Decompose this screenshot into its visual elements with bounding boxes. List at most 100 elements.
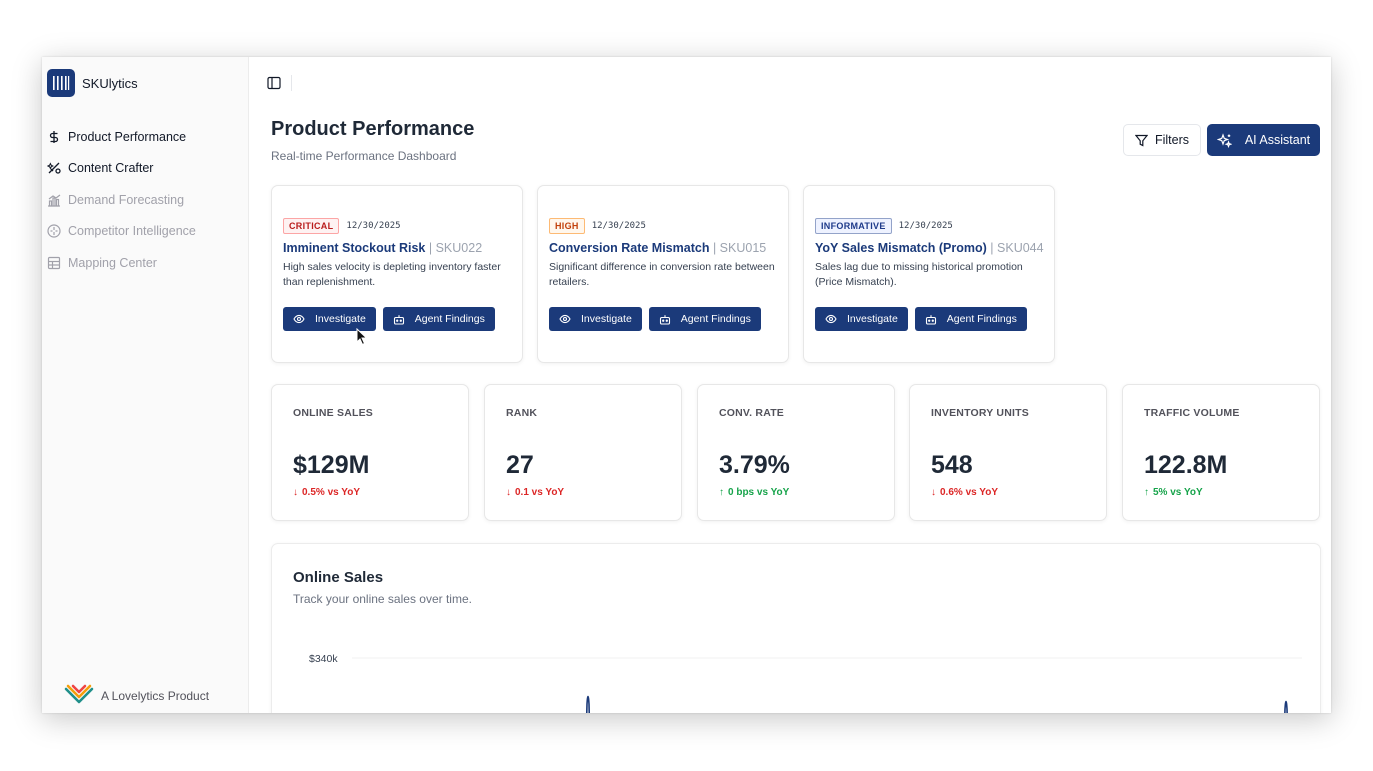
sidebar-footer: A Lovelytics Product [64,683,209,708]
alert-title-text: Imminent Stockout Risk [283,241,426,255]
kpi-value: 122.8M [1144,451,1228,479]
sidebar-item-label: Mapping Center [68,255,157,270]
ai-assistant-label: AI Assistant [1244,133,1311,147]
investigate-label: Investigate [847,313,898,325]
sidebar-item-competitor-intelligence[interactable]: Competitor Intelligence [47,216,243,248]
bar-chart-icon [47,193,61,207]
sidebar-nav: Product Performance Content Crafter [47,121,243,279]
kpi-delta: ↓ 0.5% vs YoY [293,487,360,498]
sidebar-item-demand-forecasting[interactable]: Demand Forecasting [47,184,243,216]
online-sales-chart: $340k [309,653,1302,713]
kpi-delta-text: 0.1 vs YoY [515,487,565,498]
brand[interactable]: SKUlytics [47,69,138,97]
alert-card-informative: INFORMATIVE 12/30/2025 YoY Sales Mismatc… [803,185,1055,363]
sidebar-item-label: Product Performance [68,129,187,144]
sidebar-item-label: Competitor Intelligence [68,224,196,239]
alert-description: High sales velocity is depleting invento… [283,261,501,288]
bot-icon [925,314,936,325]
filters-button[interactable]: Filters [1123,124,1201,156]
mouse-cursor-icon [356,328,368,346]
ai-assistant-button[interactable]: AI Assistant [1207,124,1320,156]
page-subtitle: Real-time Performance Dashboard [271,149,457,163]
alert-title: Imminent Stockout Risk | SKU022 [283,241,482,255]
chart-subtitle: Track your online sales over time. [293,592,472,606]
sparkles-icon [1216,132,1232,148]
kpi-delta: ↓ 0.6% vs YoY [931,487,998,498]
alert-sku: | SKU044 [990,241,1044,255]
sidebar-item-label: Demand Forecasting [68,192,185,207]
series-spike [585,695,591,713]
filter-icon [1134,134,1148,146]
arrow-up-icon: ↑ [1144,487,1149,498]
kpi-delta-text: 0 bps vs YoY [728,487,790,498]
investigate-button[interactable]: Investigate [283,307,376,331]
series-spike [1284,700,1288,713]
kpi-online-sales: ONLINE SALES $129M ↓ 0.5% vs YoY [271,384,469,521]
kpi-label: RANK [506,407,538,419]
alert-date: 12/30/2025 [591,221,646,231]
online-sales-chart-card: Online Sales Track your online sales ove… [271,543,1321,713]
alert-card-critical: CRITICAL 12/30/2025 Imminent Stockout Ri… [271,185,523,363]
severity-badge: HIGH [549,218,585,234]
eye-icon [559,314,571,324]
bot-icon [393,314,404,325]
arrow-up-icon: ↑ [719,487,724,498]
severity-badge: CRITICAL [283,218,340,234]
alert-card-high: HIGH 12/30/2025 Conversion Rate Mismatch… [537,185,789,363]
sidebar-item-product-performance[interactable]: Product Performance [47,121,243,153]
panel-left-icon [267,76,281,90]
barcode-logo-icon [47,69,75,97]
investigate-button[interactable]: Investigate [815,307,908,331]
filters-label: Filters [1154,133,1190,147]
kpi-inventory-units: INVENTORY UNITS 548 ↓ 0.6% vs YoY [909,384,1107,521]
grid-icon [47,256,61,270]
alert-title: YoY Sales Mismatch (Promo) | SKU044 [815,241,1044,255]
agent-findings-label: Agent Findings [414,313,485,325]
alert-title: Conversion Rate Mismatch | SKU015 [549,241,766,255]
kpi-delta-text: 5% vs YoY [1153,487,1203,498]
investigate-button[interactable]: Investigate [549,307,642,331]
alert-sku: | SKU015 [712,241,767,255]
agent-findings-button[interactable]: Agent Findings [648,307,761,331]
eye-icon [825,314,837,324]
arrow-down-icon: ↓ [506,487,511,498]
arrow-down-icon: ↓ [931,487,936,498]
kpi-label: TRAFFIC VOLUME [1144,407,1240,419]
agent-findings-button[interactable]: Agent Findings [382,307,495,331]
alert-title-text: Conversion Rate Mismatch [549,241,710,255]
kpi-conv-rate: CONV. RATE 3.79% ↑ 0 bps vs YoY [697,384,895,521]
main-content: Product Performance Real-time Performanc… [250,57,1331,713]
sidebar-item-content-crafter[interactable]: Content Crafter [47,153,243,185]
dollar-icon [47,130,61,144]
kpi-rank: RANK 27 ↓ 0.1 vs YoY [484,384,682,521]
alert-description: Sales lag due to missing historical prom… [815,261,1023,288]
alert-sku: | SKU022 [428,241,483,255]
footer-text: A Lovelytics Product [101,688,210,703]
compass-icon [47,224,61,238]
kpi-delta: ↑ 0 bps vs YoY [719,487,789,498]
agent-findings-label: Agent Findings [946,313,1017,325]
sidebar-item-mapping-center[interactable]: Mapping Center [47,247,243,279]
kpi-delta-text: 0.5% vs YoY [302,487,360,498]
kpi-label: ONLINE SALES [293,407,373,419]
alert-date: 12/30/2025 [898,221,953,231]
header-divider [291,75,292,91]
investigate-label: Investigate [315,313,366,325]
kpi-delta: ↑ 5% vs YoY [1144,487,1203,498]
chart-title: Online Sales [293,569,384,586]
page-title: Product Performance [271,118,475,140]
kpi-label: CONV. RATE [719,407,785,419]
bot-icon [659,314,670,325]
alert-date: 12/30/2025 [346,221,401,231]
alert-description: Significant difference in conversion rat… [549,261,775,288]
sidebar-toggle-button[interactable] [267,76,281,90]
kpi-value: 3.79% [719,451,790,479]
y-tick-label: $340k [309,653,338,665]
wand-icon [47,161,61,175]
alert-title-text: YoY Sales Mismatch (Promo) [815,241,987,255]
sidebar-item-label: Content Crafter [68,161,154,176]
agent-findings-button[interactable]: Agent Findings [914,307,1027,331]
arrow-down-icon: ↓ [293,487,298,498]
kpi-label: INVENTORY UNITS [931,407,1029,419]
kpi-traffic-volume: TRAFFIC VOLUME 122.8M ↑ 5% vs YoY [1122,384,1320,521]
